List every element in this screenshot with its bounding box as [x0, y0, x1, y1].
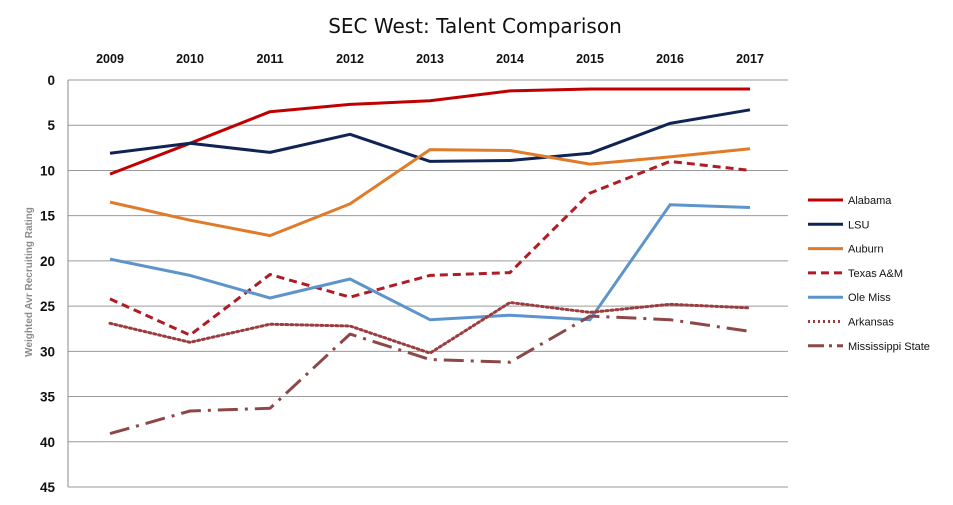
chart-title: SEC West: Talent Comparison	[328, 14, 622, 38]
y-tick-label: 25	[40, 299, 56, 314]
series-line-alabama	[109, 87, 750, 176]
y-axis-ticks: 0 5 10 15 20 25 30 35 40 45	[40, 73, 56, 495]
legend-label: Mississippi State	[848, 341, 930, 353]
x-tick-label: 2015	[576, 52, 604, 66]
series-line-lsu	[109, 108, 751, 163]
legend-label: Arkansas	[848, 317, 894, 329]
x-tick-label: 2012	[336, 52, 364, 66]
x-tick-label: 2014	[496, 52, 524, 66]
x-tick-label: 2013	[416, 52, 444, 66]
x-tick-label: 2017	[736, 52, 764, 66]
series-line-texas-a-m	[109, 159, 751, 337]
y-tick-label: 30	[40, 344, 55, 359]
y-tick-label: 10	[40, 163, 55, 178]
legend: Alabama LSU Auburn Texas A&M Ole Miss Arkansa…	[808, 195, 930, 353]
y-tick-label: 5	[47, 118, 55, 133]
legend-label: Alabama	[848, 195, 892, 207]
y-tick-label: 35	[40, 390, 56, 405]
y-tick-label: 15	[40, 209, 56, 224]
legend-label: LSU	[848, 219, 869, 231]
legend-label: Ole Miss	[848, 292, 891, 304]
series-line-mississippi-state	[109, 314, 751, 436]
x-axis-ticks: 2009 2010 2011 2012 2013 2014 2015 2016 2017	[96, 52, 764, 66]
x-tick-label: 2011	[256, 52, 283, 66]
y-tick-label: 40	[40, 435, 55, 450]
legend-label: Auburn	[848, 244, 883, 256]
y-axis-label: Weighted Avr Recruiting Rating	[24, 207, 35, 357]
y-tick-label: 0	[47, 73, 55, 88]
y-tick-label: 45	[40, 480, 56, 495]
y-tick-label: 20	[40, 254, 55, 269]
x-tick-label: 2016	[656, 52, 684, 66]
x-tick-label: 2010	[176, 52, 204, 66]
series-line-auburn	[109, 147, 751, 238]
series-line-arkansas	[108, 301, 752, 355]
legend-label: Texas A&M	[848, 268, 903, 280]
series-line-ole-miss	[109, 203, 751, 322]
series-lines	[108, 87, 752, 436]
gridlines	[67, 79, 788, 488]
x-tick-label: 2009	[96, 52, 124, 66]
